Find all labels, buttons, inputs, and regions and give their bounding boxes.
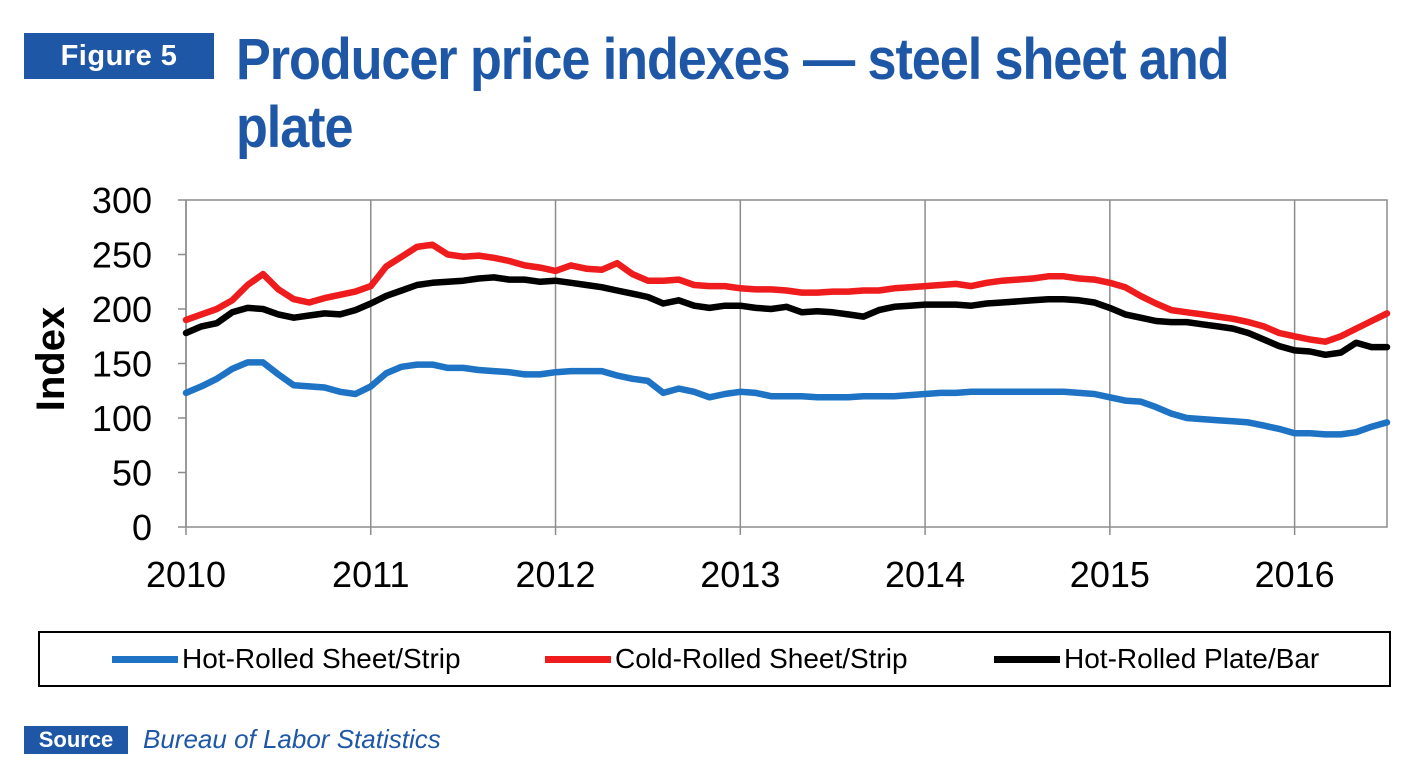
y-tick-label: 200 — [92, 289, 152, 330]
series-line-cold-rolled-sheet-strip — [182, 241, 1391, 345]
legend-swatch-hot-rolled-sheet — [112, 655, 178, 663]
figure-badge: Figure 5 — [24, 33, 214, 79]
y-tick-label: 150 — [92, 344, 152, 385]
legend-label-cold-rolled-sheet: Cold-Rolled Sheet/Strip — [615, 643, 908, 674]
x-tick-label: 2011 — [332, 554, 409, 595]
legend-swatch-cold-rolled-sheet — [545, 655, 611, 663]
plot-area-frame — [185, 199, 1388, 528]
y-tick-label: 50 — [112, 453, 152, 494]
legend-item-hot-rolled-plate: Hot-Rolled Plate/Bar — [994, 633, 1319, 685]
x-tick-label: 2015 — [1070, 554, 1150, 595]
series-line-hot-rolled-plate-bar — [182, 274, 1391, 359]
source-badge: Source — [24, 726, 128, 754]
y-tick-label: 100 — [92, 398, 152, 439]
y-axis-label: Index — [29, 307, 73, 411]
chart-title: Producer price indexes — steel sheet and… — [236, 27, 1230, 160]
y-tick-label: 0 — [132, 507, 152, 548]
y-tick-label: 250 — [92, 235, 152, 276]
series-layer — [182, 241, 1391, 438]
axis-layer: 2010 2011 2012 2013 2014 2015 2016 0 50 100 150 200… — [92, 180, 1335, 595]
legend: Hot-Rolled Sheet/Strip Cold-Rolled Sheet… — [38, 631, 1391, 687]
y-tick-label: 300 — [92, 180, 152, 221]
x-tick-label: 2012 — [515, 554, 595, 595]
legend-item-hot-rolled-sheet: Hot-Rolled Sheet/Strip — [112, 633, 461, 685]
legend-label-hot-rolled-sheet: Hot-Rolled Sheet/Strip — [182, 643, 461, 674]
source-text: Bureau of Labor Statistics — [143, 724, 441, 754]
x-tick-label: 2013 — [700, 554, 780, 595]
legend-label-hot-rolled-plate: Hot-Rolled Plate/Bar — [1064, 643, 1320, 674]
x-tick-label: 2014 — [885, 554, 965, 595]
legend-item-cold-rolled-sheet: Cold-Rolled Sheet/Strip — [545, 633, 908, 685]
legend-swatch-hot-rolled-plate — [994, 655, 1060, 663]
x-tick-label: 2016 — [1255, 554, 1335, 595]
x-tick-label: 2010 — [146, 554, 226, 595]
series-line-hot-rolled-sheet-strip — [182, 359, 1391, 438]
grid-layer — [185, 199, 1388, 528]
